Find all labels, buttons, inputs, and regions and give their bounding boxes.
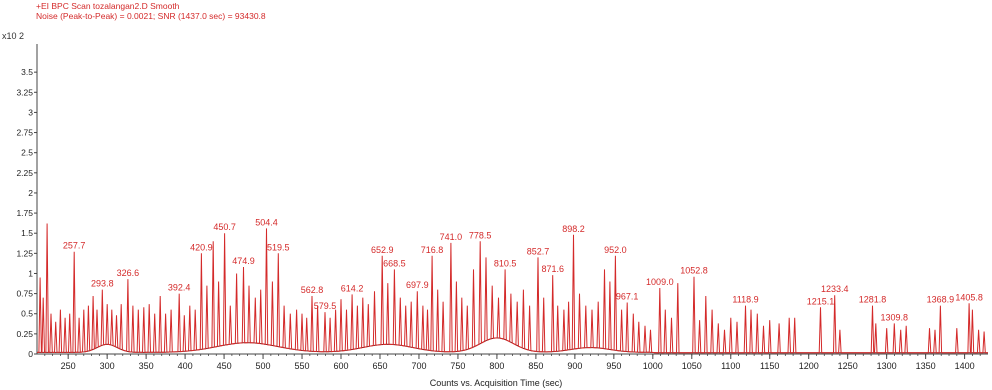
peak-label: 1215.1 — [807, 296, 835, 306]
peak-label: 614.2 — [341, 283, 364, 293]
x-tick-label: 900 — [567, 361, 582, 371]
y-tick-label: 2.75 — [16, 128, 33, 138]
y-tick-label: 0.25 — [16, 329, 33, 339]
x-tick-label: 350 — [139, 361, 154, 371]
peak-label: 519.5 — [267, 242, 290, 252]
peak-label: 741.0 — [440, 232, 463, 242]
y-tick-label: 1 — [28, 268, 33, 278]
peak-label: 1368.9 — [927, 295, 955, 305]
peak-label: 504.4 — [255, 217, 278, 227]
y-tick-label: 3 — [28, 107, 33, 117]
peak-label: 450.7 — [213, 222, 236, 232]
x-tick-label: 1200 — [799, 361, 819, 371]
peak-label: 852.7 — [527, 246, 550, 256]
chart-axes: 0 0.25 0.5 0.75 1 1.25 1.5 1.75 2 2.25 2.5 2.75 3 3.2… — [16, 44, 988, 371]
y-tick-label: 0 — [28, 349, 33, 359]
y-tick-label: 2 — [28, 188, 33, 198]
y-tick-label: 2.25 — [16, 168, 33, 178]
peak-label: 1009.0 — [646, 277, 674, 287]
x-tick-label: 400 — [178, 361, 193, 371]
trace-series — [37, 223, 988, 354]
x-axis-title: Counts vs. Acquisition Time (sec) — [429, 378, 563, 388]
x-tick-label: 1300 — [877, 361, 897, 371]
peak-label: 1405.8 — [955, 292, 983, 302]
x-tick-label: 1400 — [955, 361, 975, 371]
y-tick-label: 0.75 — [16, 289, 33, 299]
x-tick-label: 1250 — [838, 361, 858, 371]
y-axis-multiplier: x10 2 — [2, 31, 25, 41]
peak-label: 474.9 — [232, 256, 255, 266]
x-tick-label: 1350 — [916, 361, 936, 371]
peak-label: 967.1 — [616, 291, 639, 301]
x-tick-label: 950 — [606, 361, 621, 371]
x-tick-label: 750 — [450, 361, 465, 371]
x-tick-label: 800 — [489, 361, 504, 371]
x-tick-label: 300 — [100, 361, 115, 371]
peak-label: 1281.8 — [859, 295, 887, 305]
x-tick-label: 700 — [411, 361, 426, 371]
noise-snr-info: Noise (Peak-to-Peak) = 0.0021; SNR (1437… — [36, 11, 266, 21]
x-tick-label: 500 — [256, 361, 271, 371]
peak-label: 668.5 — [383, 258, 406, 268]
peak-label: 257.7 — [63, 241, 86, 251]
x-tick-label: 1100 — [721, 361, 740, 371]
peak-label: 562.8 — [301, 285, 324, 295]
peak-label: 652.9 — [371, 245, 394, 255]
peak-label: 1309.8 — [881, 312, 909, 322]
trace-line — [37, 223, 988, 354]
peak-label: 871.6 — [541, 264, 564, 274]
x-tick-label: 650 — [372, 361, 387, 371]
peak-label: 392.4 — [168, 283, 191, 293]
x-tick-label: 850 — [528, 361, 543, 371]
y-tick-label: 1.75 — [16, 208, 33, 218]
x-tick-label: 1150 — [760, 361, 779, 371]
x-tick-label: 450 — [217, 361, 232, 371]
x-tick-label: 250 — [61, 361, 76, 371]
peak-label: 1233.4 — [821, 284, 849, 294]
peak-label: 778.5 — [469, 230, 492, 240]
peak-label: 293.8 — [91, 279, 114, 289]
y-tick-label: 1.25 — [16, 248, 33, 258]
x-tick-label: 600 — [333, 361, 348, 371]
peak-label: 810.5 — [494, 258, 517, 268]
y-tick-label: 3.5 — [21, 67, 33, 77]
scan-title: +EI BPC Scan tozalangan2.D Smooth — [36, 1, 180, 11]
y-tick-label: 0.5 — [21, 309, 33, 319]
peak-label: 697.9 — [406, 280, 429, 290]
y-tick-label: 3.25 — [16, 87, 33, 97]
peak-label: 898.2 — [562, 224, 585, 234]
peak-label: 326.6 — [117, 268, 140, 278]
x-tick-label: 1000 — [643, 361, 663, 371]
x-tick-label: 1050 — [682, 361, 702, 371]
peak-label: 1052.8 — [680, 266, 708, 276]
peak-label: 420.9 — [190, 242, 213, 252]
peak-label: 1118.9 — [732, 295, 758, 305]
y-tick-label: 2.5 — [21, 148, 33, 158]
peak-label: 579.5 — [314, 301, 337, 311]
peak-label: 952.0 — [604, 245, 627, 255]
y-tick-label: 1.5 — [21, 228, 33, 238]
x-tick-label: 550 — [295, 361, 310, 371]
peak-label: 716.8 — [421, 245, 444, 255]
